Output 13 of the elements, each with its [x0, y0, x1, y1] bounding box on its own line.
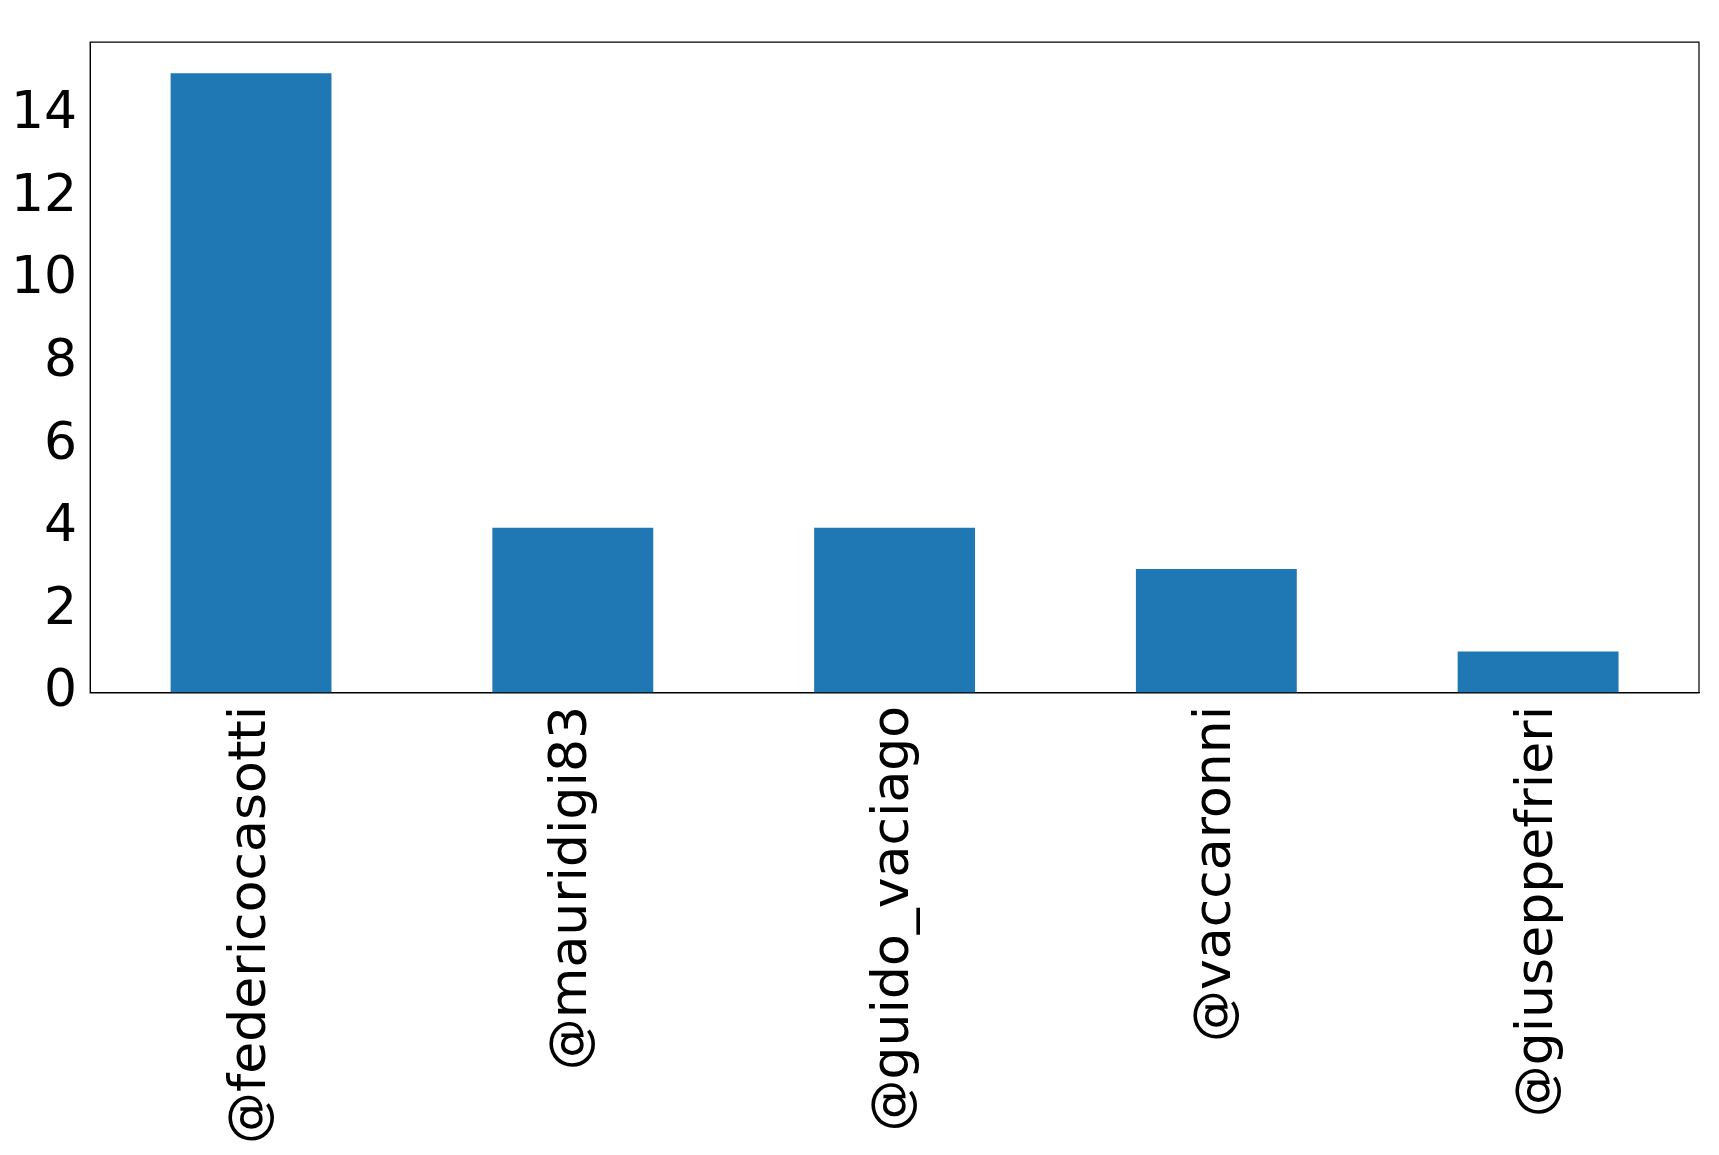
- y-tick-label: 12: [11, 162, 78, 223]
- y-tick-label: 4: [44, 493, 78, 554]
- x-tick-label: @giuseppefrieri: [1503, 705, 1564, 1118]
- x-tick-label: @vaccaronni: [1181, 705, 1242, 1042]
- x-tick-label: @federicocasotti: [216, 705, 277, 1145]
- y-tick-label: 6: [44, 410, 78, 471]
- x-tick-label: @guido_vaciago: [860, 705, 921, 1132]
- y-tick-label: 8: [44, 327, 78, 388]
- x-tick-label: @mauridigi83: [538, 705, 599, 1071]
- y-tick-label: 10: [11, 245, 78, 306]
- y-tick-label: 2: [44, 575, 78, 636]
- y-tick-label: 14: [11, 80, 78, 141]
- y-tick-label: 0: [44, 658, 78, 719]
